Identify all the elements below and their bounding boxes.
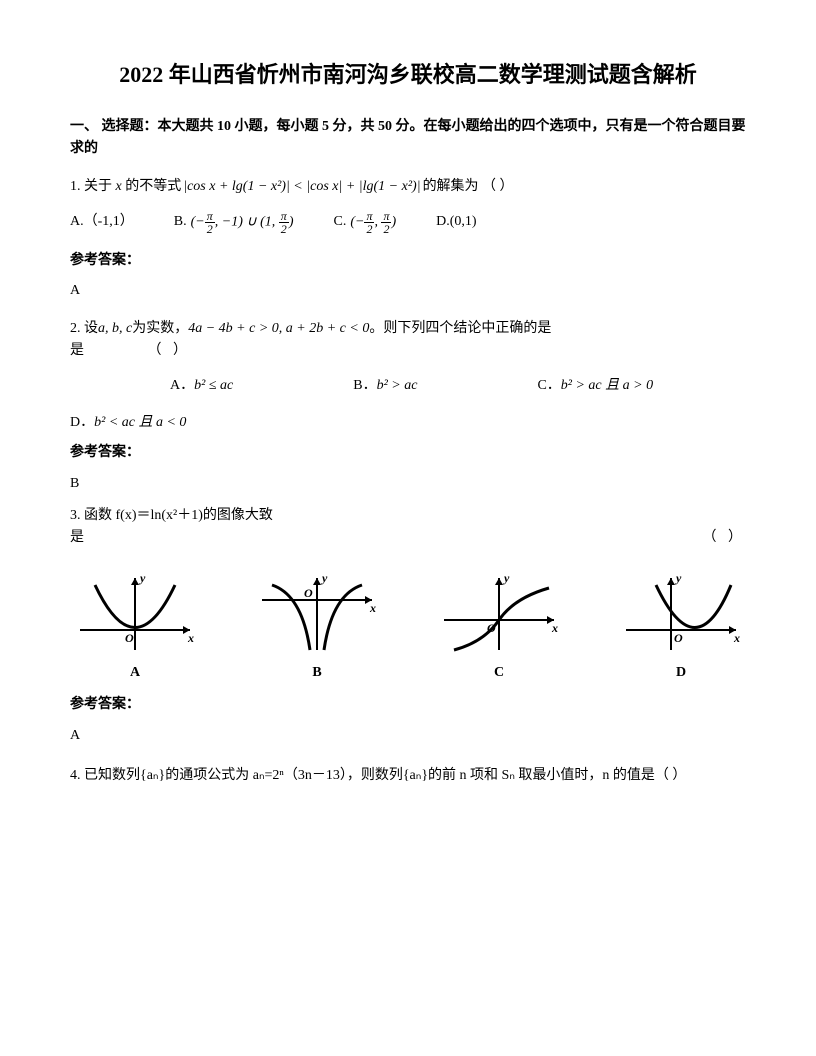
q1-opt-c: C. (−π2, π2) [333, 210, 396, 235]
q1-text: 1. 关于 x 的不等式|cos x + lg(1 − x²)| < |cos … [70, 176, 746, 198]
svg-text:y: y [138, 571, 146, 585]
q2-blank: （ ） [148, 343, 192, 358]
q1-suffix: 的解集为 （ ） [423, 179, 514, 194]
q1-optD-text: (0,1) [450, 214, 477, 229]
svg-text:O: O [487, 621, 496, 635]
q3-label-b: B [252, 662, 382, 684]
q2-optA-label: A． [170, 378, 194, 393]
q1-optA-text: （-1,1） [84, 214, 134, 229]
svg-text:x: x [187, 631, 194, 645]
q3-graphs: y x O A y x O B [70, 570, 746, 684]
q1-mid: 的不等式 [122, 179, 182, 194]
q3-graph-a: y x O A [70, 570, 200, 684]
page-title: 2022 年山西省忻州市南河沟乡联校高二数学理测试题含解析 [70, 60, 746, 91]
q1-optD-label: D. [436, 214, 450, 229]
q2-optD-label: D． [70, 415, 94, 430]
q1-optC-label: C. [333, 211, 346, 233]
svg-text:O: O [125, 631, 134, 645]
q2-optA-text: b² ≤ ac [194, 378, 233, 393]
q2-options-abc: A．b² ≤ ac B．b² > ac C．b² > ac 且 a > 0 [70, 375, 746, 397]
q2-opt-d: D．b² < ac 且 a < 0 [70, 412, 746, 434]
q3-graph-c: y x O C [434, 570, 564, 684]
svg-text:x: x [551, 621, 558, 635]
q3-label-a: A [70, 662, 200, 684]
q1-opt-d: D.(0,1) [436, 211, 476, 233]
svg-text:y: y [502, 571, 510, 585]
svg-text:x: x [733, 631, 740, 645]
q3-graph-b: y x O B [252, 570, 382, 684]
q2-optC-label: C． [537, 378, 560, 393]
q1-opt-a: A.（-1,1） [70, 211, 134, 233]
q2-opt-c: C．b² > ac 且 a > 0 [537, 375, 653, 397]
q4-text: 4. 已知数列{aₙ}的通项公式为 aₙ=2ⁿ（3n－13），则数列{aₙ}的前… [70, 762, 746, 790]
q3-answer-label: 参考答案： [70, 694, 746, 716]
q3-answer: A [70, 725, 746, 747]
q2-cond: 4a − 4b + c > 0, a + 2b + c < 0 [188, 321, 369, 336]
q1-optB-label: B. [174, 211, 187, 233]
q1-optA-label: A. [70, 214, 84, 229]
q2-blank-prefix: 是 [70, 343, 84, 358]
q3-text1: 3. 函数 f(x)＝ln(x²＋1)的图像大致 [70, 505, 746, 527]
svg-text:x: x [369, 601, 376, 615]
question-4: 4. 已知数列{aₙ}的通项公式为 aₙ=2ⁿ（3n－13），则数列{aₙ}的前… [70, 762, 746, 790]
q1-formula: |cos x + lg(1 − x²)| < |cos x| + |lg(1 −… [181, 179, 422, 194]
q1-options: A.（-1,1） B. (−π2, −1) ∪ (1, π2) C. (−π2,… [70, 210, 746, 235]
q2-optB-label: B． [353, 378, 376, 393]
q2-optB-text: b² > ac [377, 378, 418, 393]
q2-mid1: 为实数， [132, 321, 188, 336]
q1-prefix: 1. 关于 [70, 179, 116, 194]
q2-answer-label: 参考答案： [70, 442, 746, 464]
question-2: 2. 设a, b, c为实数，4a − 4b + c > 0, a + 2b +… [70, 318, 746, 495]
q1-answer: A [70, 280, 746, 302]
q3-text2-row: 是 （ ） [70, 527, 746, 549]
q2-vars: a, b, c [98, 321, 132, 336]
q3-label-c: C [434, 662, 564, 684]
q1-answer-label: 参考答案： [70, 250, 746, 272]
svg-text:O: O [304, 586, 313, 600]
q2-opt-a: A．b² ≤ ac [170, 375, 233, 397]
q2-text: 2. 设a, b, c为实数，4a − 4b + c > 0, a + 2b +… [70, 318, 746, 363]
q2-prefix: 2. 设 [70, 321, 98, 336]
q3-label-d: D [616, 662, 746, 684]
q2-optD-text: b² < ac 且 a < 0 [94, 415, 186, 430]
svg-text:y: y [674, 571, 682, 585]
q3-text2: 是 [70, 527, 84, 549]
section-header: 一、 选择题：本大题共 10 小题，每小题 5 分，共 50 分。在每小题给出的… [70, 116, 746, 161]
question-1: 1. 关于 x 的不等式|cos x + lg(1 − x²)| < |cos … [70, 176, 746, 303]
q2-optC-text: b² > ac 且 a > 0 [561, 378, 653, 393]
q3-blank: （ ） [703, 527, 747, 549]
q2-mid2: 。则下列四个结论中正确的是 [369, 321, 551, 336]
q2-opt-b: B．b² > ac [353, 375, 417, 397]
q1-opt-b: B. (−π2, −1) ∪ (1, π2) [174, 210, 294, 235]
q3-graph-d: y x O D [616, 570, 746, 684]
q2-answer: B [70, 473, 746, 495]
svg-text:O: O [674, 631, 683, 645]
svg-text:y: y [320, 571, 328, 585]
question-3: 3. 函数 f(x)＝ln(x²＋1)的图像大致 是 （ ） y x O A [70, 505, 746, 747]
